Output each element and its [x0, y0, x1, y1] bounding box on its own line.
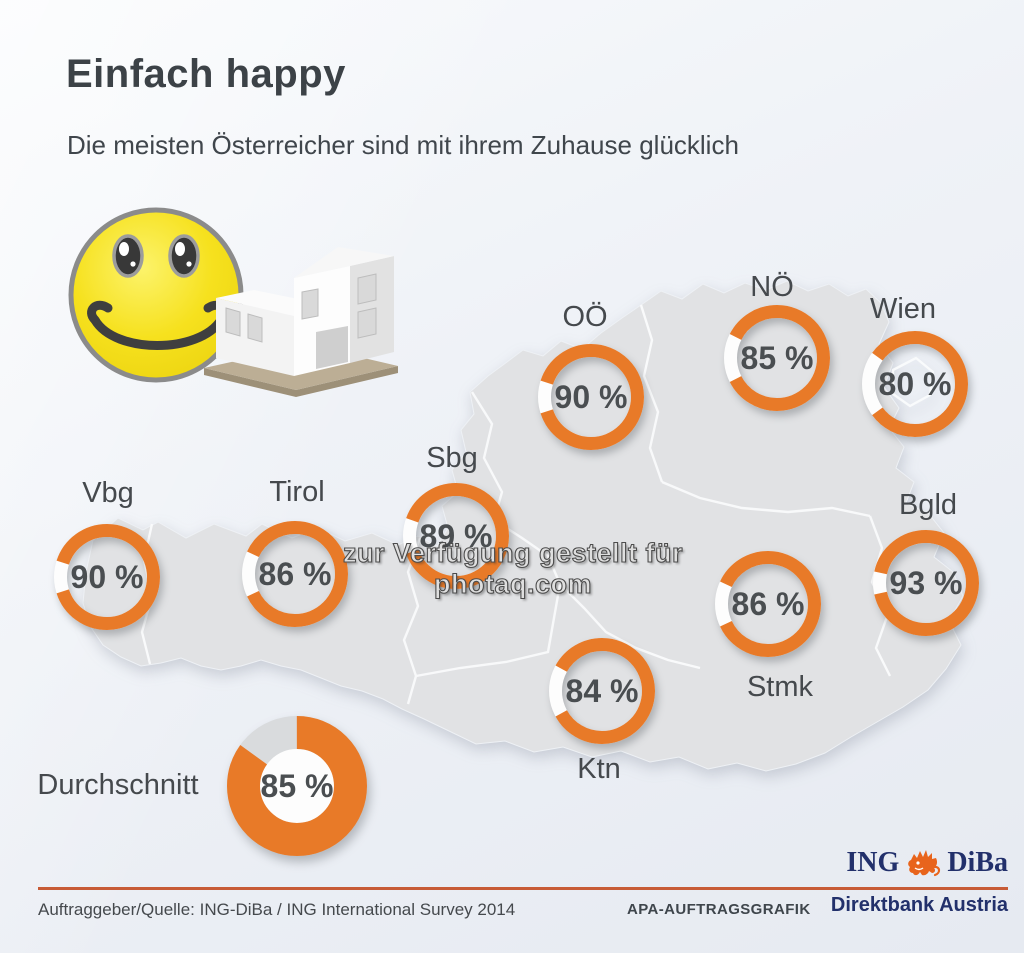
donut-ring — [724, 305, 830, 411]
donut-value-ooe: 90 % — [554, 379, 628, 415]
donut-ooe — [531, 337, 651, 457]
region-label-wien: Wien — [869, 293, 937, 325]
region-label-noe: NÖ — [750, 271, 794, 303]
donut-ring — [715, 551, 821, 657]
smiley-eye-left — [112, 234, 144, 278]
donut-ring — [54, 524, 160, 630]
donut-noe — [717, 298, 837, 418]
house-icon — [204, 247, 398, 397]
donut-sbg — [396, 476, 516, 596]
donut-average — [217, 706, 377, 866]
donut-ring — [227, 716, 367, 856]
donut-value-vbg: 90 % — [70, 559, 144, 595]
donut-ktn — [542, 631, 662, 751]
donut-vbg — [47, 517, 167, 637]
donut-tirol — [235, 514, 355, 634]
region-label-sbg: Sbg — [426, 442, 478, 474]
donut-ring — [873, 530, 979, 636]
donut-ring — [549, 638, 655, 744]
donut-value-wien: 80 % — [878, 366, 952, 402]
donut-value-sbg: 89 % — [419, 518, 493, 554]
donut-value-tirol: 86 % — [258, 556, 332, 592]
region-label-stmk: Stmk — [746, 671, 814, 703]
donut-value-stmk: 86 % — [731, 586, 805, 622]
donut-value-noe: 85 % — [740, 340, 814, 376]
page-subtitle: Die meisten Österreicher sind mit ihrem … — [67, 130, 739, 160]
region-label-vbg: Vbg — [82, 477, 134, 509]
donut-ring — [242, 521, 348, 627]
watermark: zur Verfügung gestellt für photaq.com — [342, 537, 684, 599]
house-windows — [225, 273, 377, 343]
house-garage — [316, 326, 348, 369]
donut-ring — [403, 483, 509, 589]
donut-stmk — [708, 544, 828, 664]
ing-wordmark: ING — [846, 847, 900, 878]
donut-value-average: 85 % — [260, 768, 334, 804]
page-title: Einfach happy — [66, 52, 346, 96]
donut-value-bgld: 93 % — [889, 565, 963, 601]
ing-lion-icon — [908, 850, 941, 877]
smiley-eye-right — [168, 234, 200, 278]
apa-credit: APA-AUFTRAGSGRAFIK — [627, 901, 811, 918]
source-text: Auftraggeber/Quelle: ING-DiBa / ING Inte… — [38, 900, 516, 919]
average-label: Durchschnitt — [37, 769, 199, 801]
donut-value-ktn: 84 % — [565, 673, 639, 709]
region-label-bgld: Bgld — [898, 489, 958, 521]
footer-divider — [38, 887, 1008, 890]
donut-wien — [855, 324, 975, 444]
ing-diba-logo: ING DiBa — [748, 846, 1008, 880]
donut-bgld — [866, 523, 986, 643]
donut-ring — [538, 344, 644, 450]
brand-subtitle: Direktbank Austria — [830, 894, 1008, 916]
region-label-ooe: OÖ — [562, 301, 608, 333]
region-label-tirol: Tirol — [269, 476, 325, 508]
donut-ring — [862, 331, 968, 437]
diba-wordmark: DiBa — [947, 847, 1008, 878]
state-borders — [140, 304, 935, 705]
region-label-ktn: Ktn — [577, 753, 621, 785]
